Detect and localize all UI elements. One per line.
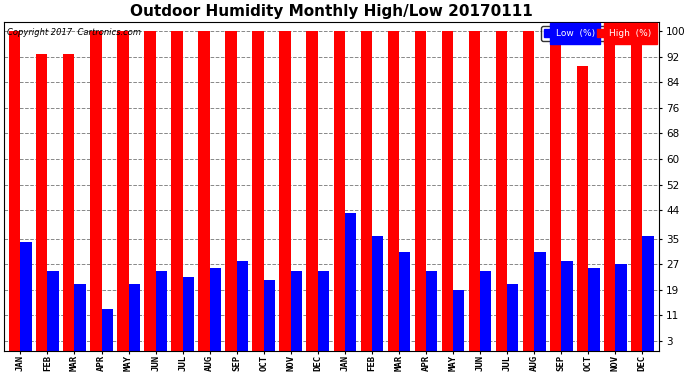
Bar [63, 54, 75, 351]
Bar [507, 284, 518, 351]
Title: Outdoor Humidity Monthly High/Low 20170111: Outdoor Humidity Monthly High/Low 201701… [130, 4, 533, 19]
Bar [523, 31, 534, 351]
Bar [198, 31, 210, 351]
Bar [333, 31, 345, 351]
Bar [631, 31, 642, 351]
Bar [101, 309, 113, 351]
Bar [372, 236, 383, 351]
Bar [279, 31, 290, 351]
Bar [426, 271, 437, 351]
Bar [361, 31, 372, 351]
Bar [171, 31, 183, 351]
Text: Copyright 2017  Cartronics.com: Copyright 2017 Cartronics.com [8, 28, 141, 37]
Bar [604, 31, 615, 351]
Bar [264, 280, 275, 351]
Bar [210, 267, 221, 351]
Bar [534, 252, 546, 351]
Bar [117, 31, 128, 351]
Bar [561, 261, 573, 351]
Legend: Low  (%), High  (%): Low (%), High (%) [541, 26, 654, 40]
Bar [388, 31, 399, 351]
Bar [290, 271, 302, 351]
Bar [75, 284, 86, 351]
Bar [226, 31, 237, 351]
Bar [253, 31, 264, 351]
Bar [345, 213, 356, 351]
Bar [399, 252, 411, 351]
Bar [550, 31, 561, 351]
Bar [642, 236, 653, 351]
Bar [415, 31, 426, 351]
Bar [9, 31, 21, 351]
Bar [318, 271, 329, 351]
Bar [144, 31, 156, 351]
Bar [128, 284, 140, 351]
Bar [183, 277, 194, 351]
Bar [90, 31, 101, 351]
Bar [469, 31, 480, 351]
Bar [156, 271, 167, 351]
Bar [36, 54, 48, 351]
Bar [453, 290, 464, 351]
Bar [21, 242, 32, 351]
Bar [306, 31, 318, 351]
Bar [480, 271, 491, 351]
Bar [577, 66, 589, 351]
Bar [237, 261, 248, 351]
Bar [589, 267, 600, 351]
Bar [48, 271, 59, 351]
Bar [442, 31, 453, 351]
Bar [615, 264, 627, 351]
Bar [496, 31, 507, 351]
